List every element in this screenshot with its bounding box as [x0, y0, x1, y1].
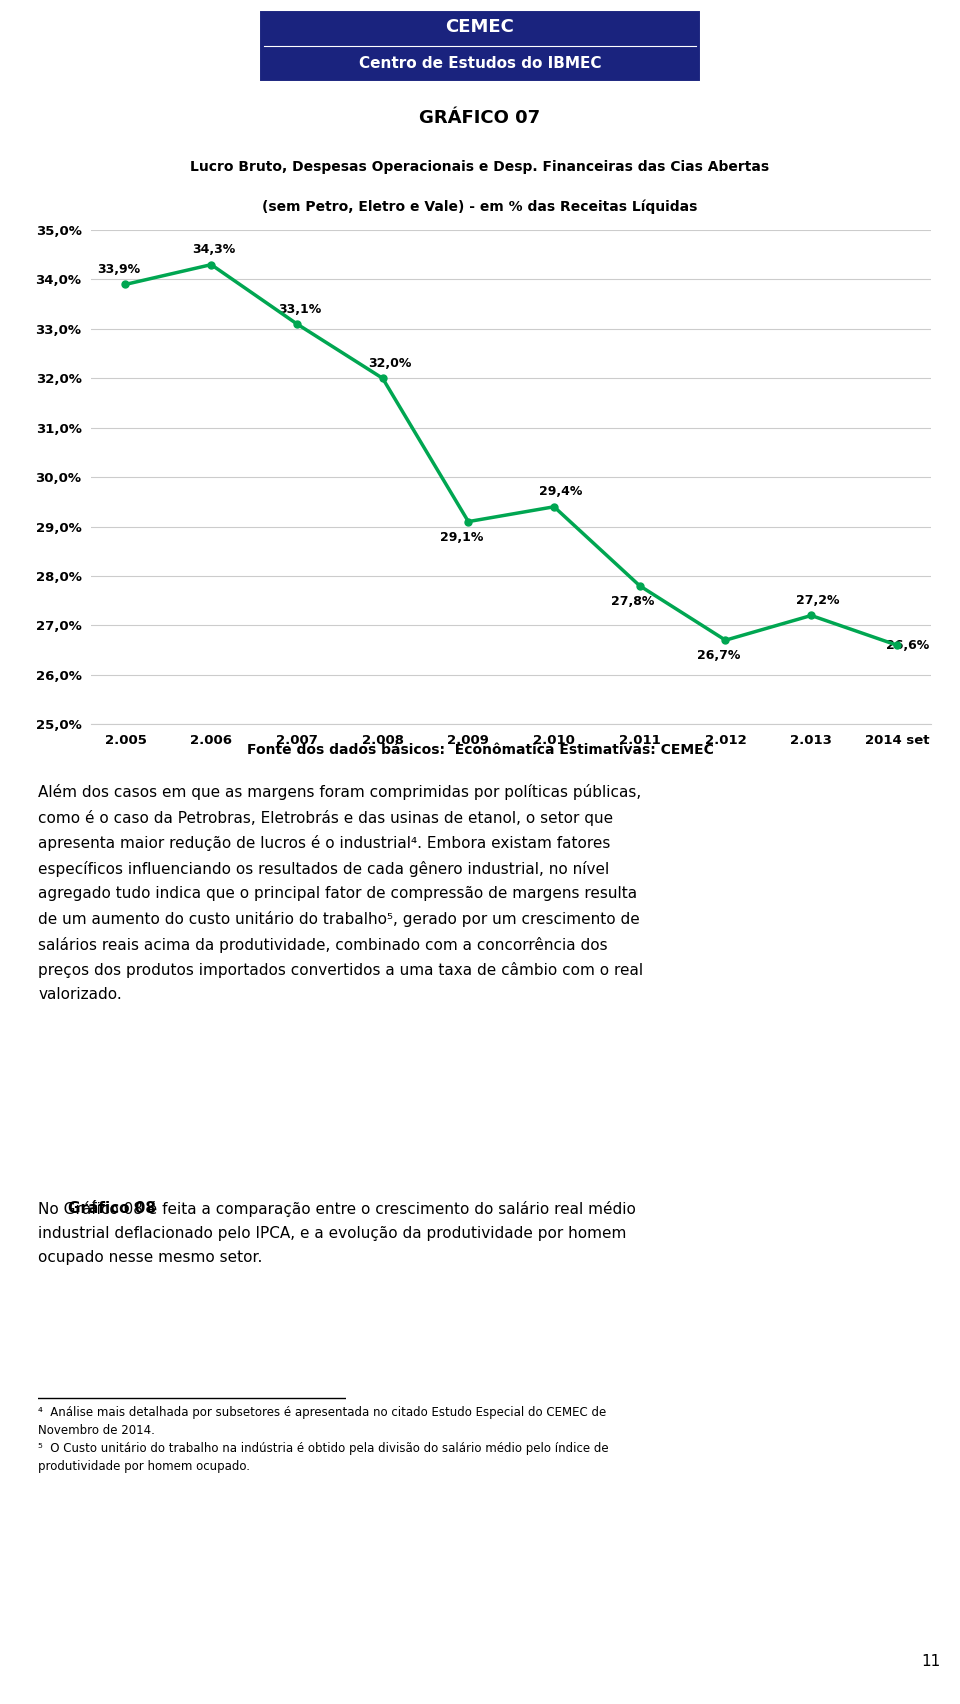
Text: 26,6%: 26,6%: [886, 639, 929, 653]
Text: Gráfico 08: Gráfico 08: [68, 1201, 156, 1217]
Text: 11: 11: [922, 1655, 941, 1668]
Text: Lucro Bruto, Despesas Operacionais e Desp. Financeiras das Cias Abertas: Lucro Bruto, Despesas Operacionais e Des…: [190, 160, 770, 174]
Text: 33,9%: 33,9%: [97, 262, 140, 276]
Text: Fonte dos dados básicos:  Econômatica Estimativas: CEMEC: Fonte dos dados básicos: Econômatica Est…: [247, 743, 713, 757]
Text: Além dos casos em que as margens foram comprimidas por políticas públicas,
como : Além dos casos em que as margens foram c…: [38, 784, 643, 1002]
Text: 33,1%: 33,1%: [278, 303, 322, 315]
Text: ⁴  Análise mais detalhada por subsetores é apresentada no citado Estudo Especial: ⁴ Análise mais detalhada por subsetores …: [38, 1406, 609, 1472]
Text: 27,8%: 27,8%: [612, 595, 655, 608]
Text: 32,0%: 32,0%: [368, 356, 411, 370]
Text: (sem Petro, Eletro e Vale) - em % das Receitas Líquidas: (sem Petro, Eletro e Vale) - em % das Re…: [262, 199, 698, 215]
Text: 29,4%: 29,4%: [540, 486, 583, 499]
Text: GRÁFICO 07: GRÁFICO 07: [420, 109, 540, 128]
Text: 27,2%: 27,2%: [797, 595, 840, 607]
Text: 29,1%: 29,1%: [440, 532, 483, 544]
Text: Centro de Estudos do IBMEC: Centro de Estudos do IBMEC: [359, 56, 601, 72]
Text: No Gráfico 08 é feita a comparação entre o crescimento do salário real médio
ind: No Gráfico 08 é feita a comparação entre…: [38, 1201, 636, 1266]
Text: 34,3%: 34,3%: [192, 244, 235, 256]
Text: CEMEC: CEMEC: [445, 17, 515, 36]
Text: 26,7%: 26,7%: [697, 649, 740, 663]
